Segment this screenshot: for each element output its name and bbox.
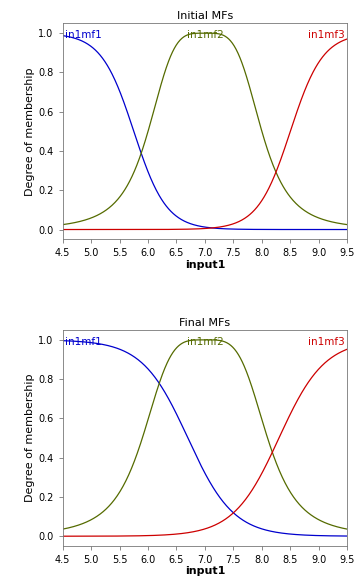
- Y-axis label: Degree of membership: Degree of membership: [25, 374, 35, 502]
- Text: in1mf3: in1mf3: [308, 336, 344, 346]
- Title: Initial MFs: Initial MFs: [177, 11, 233, 21]
- Text: in1mf3: in1mf3: [308, 30, 344, 40]
- X-axis label: input1: input1: [185, 566, 225, 576]
- Y-axis label: Degree of membership: Degree of membership: [25, 67, 35, 196]
- Text: in1mf1: in1mf1: [66, 336, 102, 346]
- Text: in1mf1: in1mf1: [66, 30, 102, 40]
- Title: Final MFs: Final MFs: [179, 318, 231, 328]
- X-axis label: input1: input1: [185, 260, 225, 270]
- Text: in1mf2: in1mf2: [187, 30, 223, 40]
- Text: in1mf2: in1mf2: [187, 336, 223, 346]
